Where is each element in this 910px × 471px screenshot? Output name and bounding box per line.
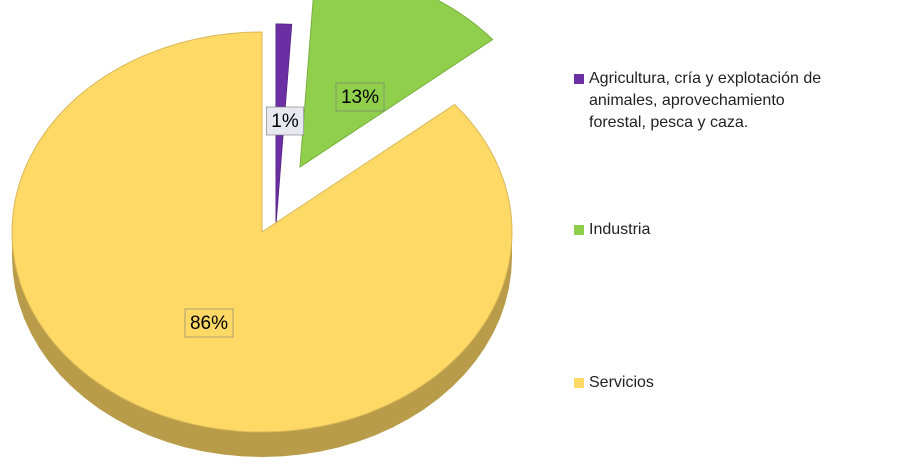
label-box — [265, 106, 305, 136]
slice — [299, 0, 494, 168]
data-label: 86% — [190, 313, 228, 334]
label-box — [335, 82, 385, 112]
legend-item: Industria — [574, 219, 839, 241]
label-box — [184, 308, 234, 338]
legend-swatch — [574, 225, 584, 235]
legend-label: Agricultura, cría y explotación de anima… — [589, 70, 822, 131]
legend-item: Servicios — [574, 372, 839, 394]
legend-label: Industria — [589, 221, 651, 238]
data-label: 1% — [271, 111, 299, 132]
slice — [11, 31, 513, 433]
legend-swatch — [574, 378, 584, 388]
legend-swatch — [574, 74, 584, 84]
legend-label: Servicios — [589, 374, 654, 391]
legend-item: Agricultura, cría y explotación de anima… — [574, 68, 839, 134]
data-label: 13% — [341, 87, 379, 108]
